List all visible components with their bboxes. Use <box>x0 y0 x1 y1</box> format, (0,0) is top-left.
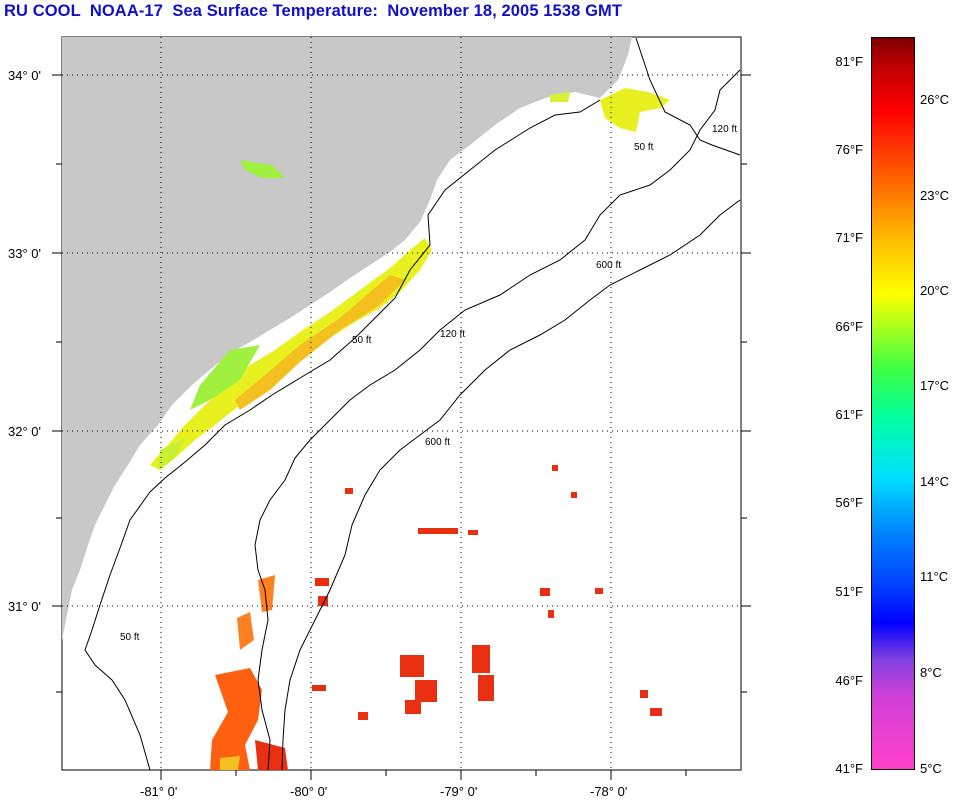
colorbar-label-f: 46°F <box>835 673 863 688</box>
sst-southwest-patches <box>210 575 288 770</box>
colorbar-label-c: 23°C <box>920 188 950 203</box>
temperature-colorbar <box>871 37 915 770</box>
lon-label-81: -81° 0' <box>140 784 177 799</box>
colorbar-label-f: 81°F <box>835 54 863 69</box>
contour-label-50ft: 50 ft <box>352 335 372 346</box>
land-area <box>62 37 632 640</box>
lon-label-79: -79° 0' <box>440 784 477 799</box>
colorbar-label-c: 11°C <box>920 569 949 584</box>
colorbar-label-c: 5°C <box>920 761 942 776</box>
contour-label-120ft: 120 ft <box>712 124 737 135</box>
lon-label-78: -78° 0' <box>590 784 627 799</box>
lat-label-33: 33° 0' <box>8 246 41 261</box>
sst-coastal-band <box>150 88 670 470</box>
contour-120ft <box>254 69 741 771</box>
colorbar-label-f: 56°F <box>835 495 863 510</box>
axis-ticks <box>52 74 751 780</box>
colorbar-label-f: 76°F <box>835 142 863 157</box>
contour-label-600ft: 600 ft <box>596 260 621 271</box>
colorbar-label-f: 51°F <box>835 584 863 599</box>
lat-label-31: 31° 0' <box>8 599 41 614</box>
lat-label-32: 32° 0' <box>8 424 41 439</box>
colorbar-label-c: 17°C <box>920 378 950 393</box>
colorbar-label-c: 8°C <box>920 665 942 680</box>
contour-label-50ft: 50 ft <box>634 142 654 153</box>
contour-600ft <box>281 199 741 771</box>
lat-lon-grid <box>62 37 741 770</box>
contour-label-50ft: 50 ft <box>120 632 140 643</box>
lat-label-34: 34° 0' <box>8 68 41 83</box>
sst-offshore-patches <box>312 465 662 720</box>
map-title: RU COOL NOAA-17 Sea Surface Temperature:… <box>4 2 623 20</box>
colorbar-label-c: 26°C <box>920 92 950 107</box>
colorbar-label-f: 66°F <box>835 319 863 334</box>
contour-label-120ft: 120 ft <box>440 329 465 340</box>
depth-contours <box>84 37 741 771</box>
colorbar-label-c: 20°C <box>920 283 950 298</box>
colorbar-label-f: 41°F <box>835 761 863 776</box>
colorbar-label-c: 14°C <box>920 474 950 489</box>
colorbar-label-f: 71°F <box>835 230 863 245</box>
lon-label-80: -80° 0' <box>290 784 327 799</box>
contour-50ft <box>84 37 741 771</box>
contour-label-600ft: 600 ft <box>425 437 450 448</box>
colorbar-label-f: 61°F <box>835 407 863 422</box>
